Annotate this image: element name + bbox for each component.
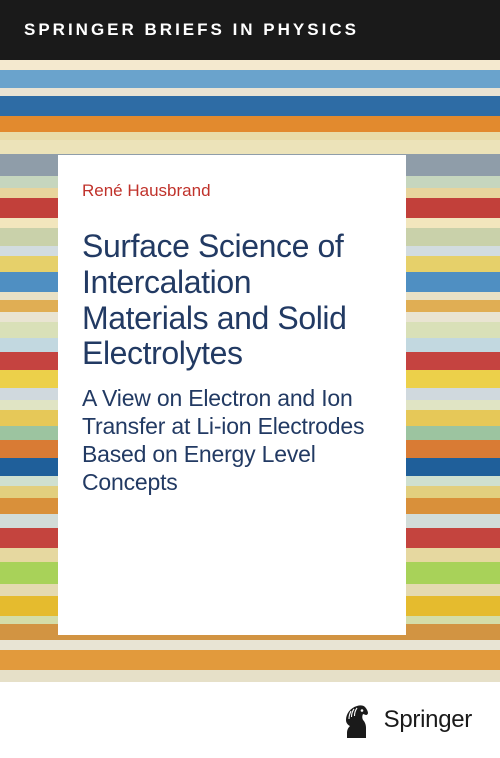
publisher-area: Springer (338, 700, 472, 740)
series-title: SPRINGER BRIEFS IN PHYSICS (24, 20, 359, 40)
author-name: René Hausbrand (82, 181, 382, 201)
stripe (0, 650, 500, 670)
book-title: Surface Science of Intercalation Materia… (82, 229, 382, 372)
stripe (0, 116, 500, 132)
publisher-name: Springer (384, 706, 472, 734)
title-panel: René Hausbrand Surface Science of Interc… (58, 155, 406, 635)
springer-horse-icon (338, 700, 374, 740)
book-cover: SPRINGER BRIEFS IN PHYSICS René Hausbran… (0, 0, 500, 758)
stripe (0, 640, 500, 650)
stripe (0, 140, 500, 154)
stripe (0, 60, 500, 70)
book-subtitle: A View on Electron and Ion Transfer at L… (82, 384, 382, 496)
stripe (0, 132, 500, 140)
stripe (0, 96, 500, 116)
stripe (0, 88, 500, 96)
stripe (0, 70, 500, 88)
series-band: SPRINGER BRIEFS IN PHYSICS (0, 0, 500, 60)
stripe (0, 670, 500, 682)
